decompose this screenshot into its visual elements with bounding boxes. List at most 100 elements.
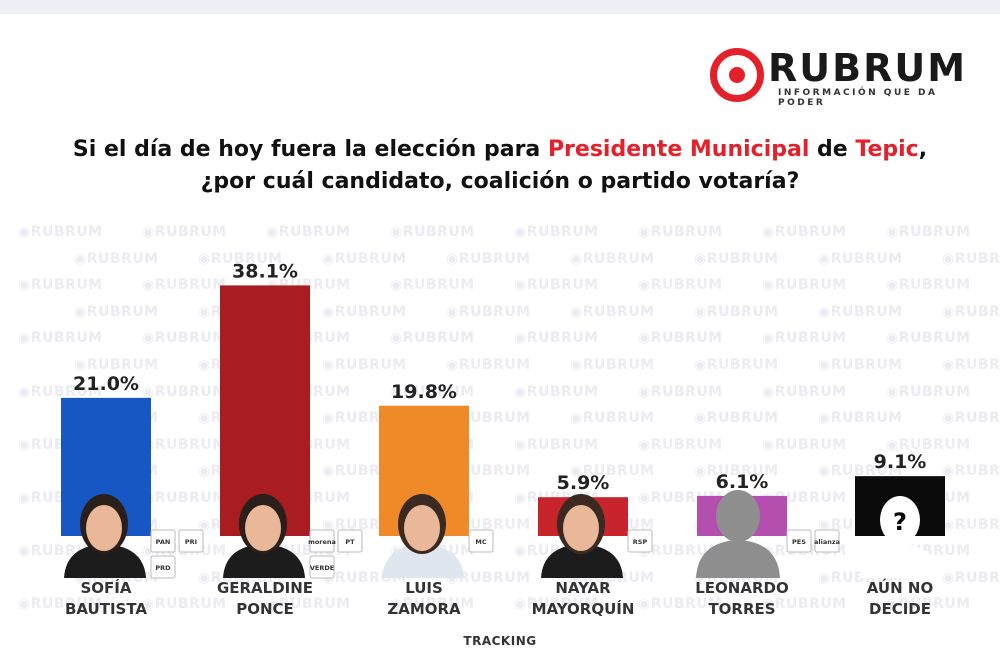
watermark-text: ◉RUBRUM <box>74 250 159 267</box>
watermark-text: ◉RUBRUM <box>266 596 351 613</box>
watermark-text: ◉RUBRUM <box>762 224 847 240</box>
watermark-text: ◉RUBRUM <box>514 596 599 613</box>
party-logo-label: alianza <box>814 538 840 546</box>
party-logo-icon <box>814 529 840 553</box>
party-logo-label: PT <box>345 538 355 546</box>
watermark-text: ◉RUBRUM <box>694 357 779 373</box>
data-label: 21.0% <box>73 373 139 395</box>
party-logo-icon <box>309 555 335 579</box>
watermark-text: ◉RUBRUM <box>18 277 103 294</box>
tracking-label: TRACKING <box>463 634 537 648</box>
watermark-text: ◉RUBRUM <box>570 303 655 320</box>
watermark-text: ◉RUBRUM <box>322 303 407 320</box>
watermark-text: ◉RUBRUM <box>18 330 103 347</box>
candidate-name: MAYORQUÍN <box>532 599 635 618</box>
question-text: , <box>918 137 928 162</box>
watermark-text: ◉RUBRUM <box>18 596 103 613</box>
watermark-text: ◉RUBRUM <box>638 224 723 240</box>
question-highlight-city: Tepic <box>855 137 919 162</box>
watermark-text: ◉RUBRUM <box>886 596 971 613</box>
party-logo-label: PRD <box>155 564 171 572</box>
watermark-text: ◉RUBRUM <box>514 436 599 453</box>
watermark-text: ◉RUBRUM <box>142 490 227 506</box>
watermark-text: ◉RUBRUM <box>390 383 475 400</box>
watermark-text: ◉RUBRUM <box>638 277 723 294</box>
party-logo-label: PES <box>792 538 806 546</box>
data-label: 38.1% <box>232 260 298 282</box>
candidate-name: TORRES <box>708 600 775 618</box>
watermark-text: ◉RUBRUM <box>694 463 779 480</box>
watermark-text: ◉RUBRUM <box>18 224 103 240</box>
party-logo-label: morena <box>308 538 336 546</box>
data-label: 19.8% <box>391 381 457 403</box>
watermark-text: ◉RUBRUM <box>818 463 903 480</box>
watermark-text: ◉RUBRUM <box>638 436 723 453</box>
watermark-text: ◉RUBRUM <box>694 410 779 427</box>
watermark-text: ◉RUBRUM <box>942 410 1000 427</box>
candidate-photo-body <box>64 544 146 578</box>
party-logo-label: MC <box>475 538 486 546</box>
watermark-text: ◉RUBRUM <box>942 357 1000 373</box>
watermark-text: ◉RUBRUM <box>818 303 903 320</box>
watermark-row: ◉RUBRUM ◉RUBRUM ◉RUBRUM ◉RUBRUM ◉RUBRUM ◉RUBR… <box>18 277 1000 293</box>
candidate-name: SOFÍA <box>81 578 132 597</box>
watermark-text: ◉RUBRUM <box>694 303 779 320</box>
watermark-text: ◉RUBRUM <box>886 383 971 400</box>
watermark-text: ◉RUBRUM <box>570 250 655 267</box>
watermark-row: ◉RUBRUM ◉RUBRUM ◉RUBRUM ◉RUBRUM ◉RUBRUM ◉RUBR… <box>18 384 1000 400</box>
watermark-row: ◉RUBRUM ◉RUBRUM ◉RUBRUM ◉RUBRUM ◉RUBRUM ◉RUBR… <box>18 224 1000 240</box>
watermark-text: ◉RUBRUM <box>390 596 475 613</box>
data-label: 9.1% <box>874 451 927 473</box>
watermark-text: ◉RUBRUM <box>446 303 531 320</box>
watermark-text: ◉RUBRUM <box>762 277 847 294</box>
party-logo-icon <box>150 529 176 553</box>
candidate-name: LEONARDO <box>695 579 788 597</box>
silhouette-icon <box>880 496 920 544</box>
watermark-text: ◉RUBRUM <box>74 303 159 320</box>
watermark-text: ◉RUBRUM <box>638 330 723 347</box>
watermark-text: ◉RUBRUM <box>142 277 227 294</box>
candidate-photo-body <box>541 544 623 578</box>
party-logo-icon <box>178 529 204 553</box>
watermark-row: ◉RUBRUM ◉RUBRUM ◉RUBRUM ◉RUBRUM ◉RUBRUM ◉RUBR… <box>74 251 1000 267</box>
rubrum-logo-mark-icon <box>710 48 764 102</box>
rubrum-logo-tagline: INFORMACIÓN QUE DA PODER <box>778 88 938 108</box>
party-logo-icon <box>337 529 363 553</box>
watermark-text: ◉RUBRUM <box>942 569 1000 586</box>
question-highlight-office: Presidente Municipal <box>547 137 810 162</box>
watermark-text: ◉RUBRUM <box>762 383 847 400</box>
rubrum-logo: RUBRUM INFORMACIÓN QUE DA PODER <box>710 44 990 108</box>
watermark-text: ◉RUBRUM <box>570 410 655 427</box>
watermark-text: ◉RUBRUM <box>818 357 903 373</box>
watermark-text: ◉RUBRUM <box>942 303 1000 320</box>
candidate-photo-face <box>404 505 440 551</box>
watermark-text: ◉RUBRUM <box>322 250 407 267</box>
candidate-photo-face <box>563 505 599 551</box>
party-logo-label: RSP <box>633 538 648 546</box>
watermark-text: ◉RUBRUM <box>514 330 599 347</box>
candidate-name: LUIS <box>405 579 443 597</box>
party-logo-icon <box>309 529 335 553</box>
question-line-1: Si el día de hoy fuera la elección para … <box>0 134 1000 166</box>
watermark-text: ◉RUBRUM <box>886 436 971 453</box>
data-label: 5.9% <box>557 472 610 494</box>
watermark-text: ◉RUBRUM <box>818 250 903 267</box>
watermark-text: ◉RUBRUM <box>198 250 283 267</box>
watermark-text: ◉RUBRUM <box>762 330 847 347</box>
watermark-text: ◉RUBRUM <box>446 569 531 586</box>
top-strip <box>0 0 1000 14</box>
party-logo-label: PAN <box>156 538 171 546</box>
watermark-text: ◉RUBRUM <box>942 463 1000 480</box>
party-logo-icon <box>627 529 653 553</box>
watermark-text: ◉RUBRUM <box>514 277 599 294</box>
party-logo-label: PRI <box>185 538 197 546</box>
data-label: 6.1% <box>716 471 769 493</box>
watermark-text: ◉RUBRUM <box>570 357 655 373</box>
candidate-photo-body <box>382 544 464 578</box>
candidate-name: DECIDE <box>869 600 931 618</box>
watermark-text: ◉RUBRUM <box>18 383 103 400</box>
watermark-text: ◉RUBRUM <box>514 383 599 400</box>
candidate-name: ZAMORA <box>387 600 461 618</box>
candidate-name: AÚN NO <box>867 578 933 597</box>
watermark-text: ◉RUBRUM <box>446 357 531 373</box>
